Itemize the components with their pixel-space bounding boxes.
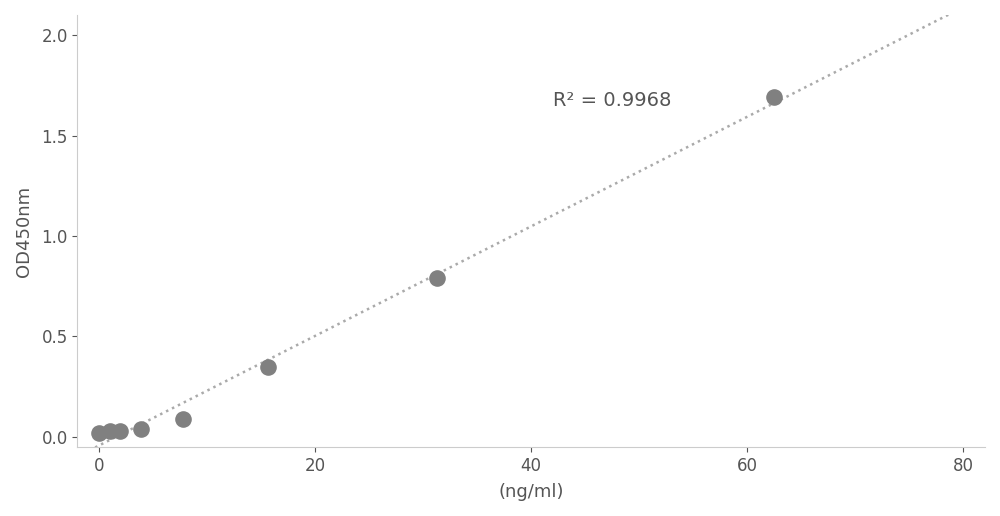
Point	[260, 362, 276, 370]
Point	[133, 425, 149, 433]
Point	[112, 427, 128, 435]
Y-axis label: OD450nm: OD450nm	[15, 185, 33, 277]
Point	[102, 427, 118, 435]
Point	[175, 415, 191, 423]
Point	[766, 93, 782, 102]
X-axis label: (ng/ml): (ng/ml)	[498, 483, 564, 501]
Point	[429, 274, 445, 282]
Text: R² = 0.9968: R² = 0.9968	[553, 91, 671, 110]
Point	[91, 429, 107, 437]
